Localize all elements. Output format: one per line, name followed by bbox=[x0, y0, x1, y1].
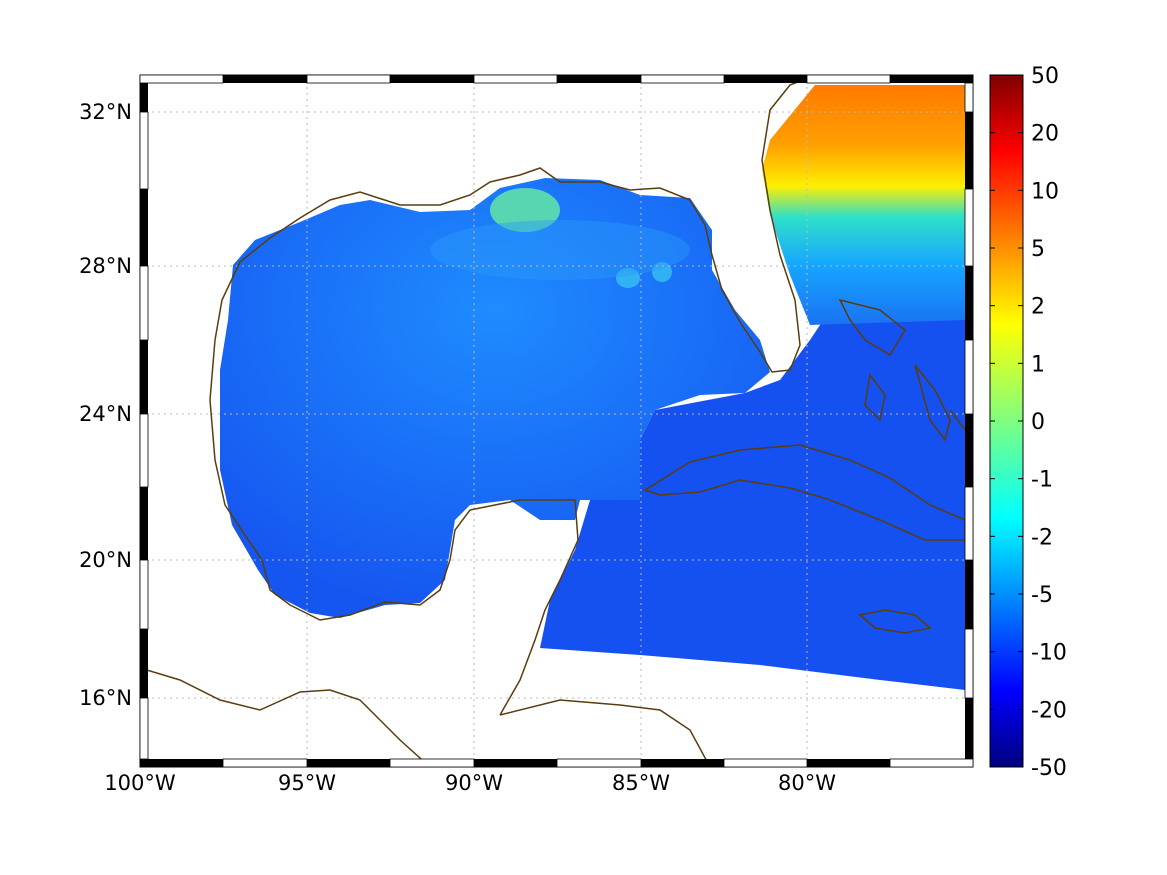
colorbar-tick-label: -10 bbox=[1031, 641, 1067, 666]
colorbar-tick-label: -2 bbox=[1031, 525, 1053, 550]
lat-tick-label: 28°N bbox=[79, 254, 132, 278]
lon-tick-label: 95°W bbox=[278, 771, 336, 795]
frame-checker-top bbox=[139, 74, 973, 84]
colorbar-tick-label: -1 bbox=[1031, 468, 1053, 493]
colorbar-tick-label: 0 bbox=[1031, 410, 1045, 435]
loop-current-eddy-2 bbox=[652, 262, 672, 282]
frame-checker-bottom bbox=[140, 758, 974, 768]
frame-checker-right bbox=[964, 82, 974, 759]
caribbean-field bbox=[540, 300, 965, 690]
colorbar-tick-label: 50 bbox=[1031, 64, 1059, 89]
shelf-band bbox=[430, 220, 690, 280]
colorbar-tick-label: 20 bbox=[1031, 122, 1059, 147]
atlantic-field bbox=[762, 85, 965, 325]
lat-tick-label: 32°N bbox=[79, 100, 132, 124]
bahamas-outline bbox=[838, 298, 951, 442]
lon-tick-label: 80°W bbox=[778, 771, 836, 795]
lon-tick-labels: 100°W 95°W 90°W 85°W 80°W bbox=[104, 771, 836, 795]
jamaica-outline bbox=[858, 609, 932, 634]
island-hispaniola bbox=[949, 409, 966, 431]
colorbar-gradient bbox=[989, 74, 1024, 768]
lat-tick-label: 24°N bbox=[79, 402, 132, 426]
lon-tick-label: 90°W bbox=[445, 771, 503, 795]
colorbar-tick-label: 2 bbox=[1031, 295, 1045, 320]
colorbar-tick-label: -20 bbox=[1031, 698, 1067, 723]
us-gulf-coast bbox=[214, 75, 816, 373]
lon-tick-label: 85°W bbox=[612, 771, 670, 795]
loop-current-eddy bbox=[616, 268, 640, 288]
ocean-field bbox=[220, 85, 965, 690]
lat-tick-labels: 32°N 28°N 24°N 20°N 16°N bbox=[79, 100, 132, 710]
colorbar-tick-label: 1 bbox=[1031, 352, 1045, 377]
central-america-coast bbox=[140, 667, 431, 767]
lat-tick-label: 20°N bbox=[79, 548, 132, 572]
mississippi-plume bbox=[490, 188, 560, 232]
colorbar-tick-label: 10 bbox=[1031, 179, 1059, 204]
frame-checker-left bbox=[139, 83, 149, 760]
lat-tick-label: 16°N bbox=[79, 686, 132, 710]
colorbar-tick-label: -5 bbox=[1031, 583, 1053, 608]
colorbar-tick-label: -50 bbox=[1031, 756, 1067, 781]
honduras-coast bbox=[499, 699, 711, 767]
lon-tick-label: 100°W bbox=[104, 771, 176, 795]
colorbar-tick-label: 5 bbox=[1031, 237, 1045, 262]
grid-lines bbox=[140, 75, 973, 767]
mexico-gulf-coast bbox=[209, 339, 579, 716]
gulf-of-mexico-field bbox=[220, 178, 770, 618]
